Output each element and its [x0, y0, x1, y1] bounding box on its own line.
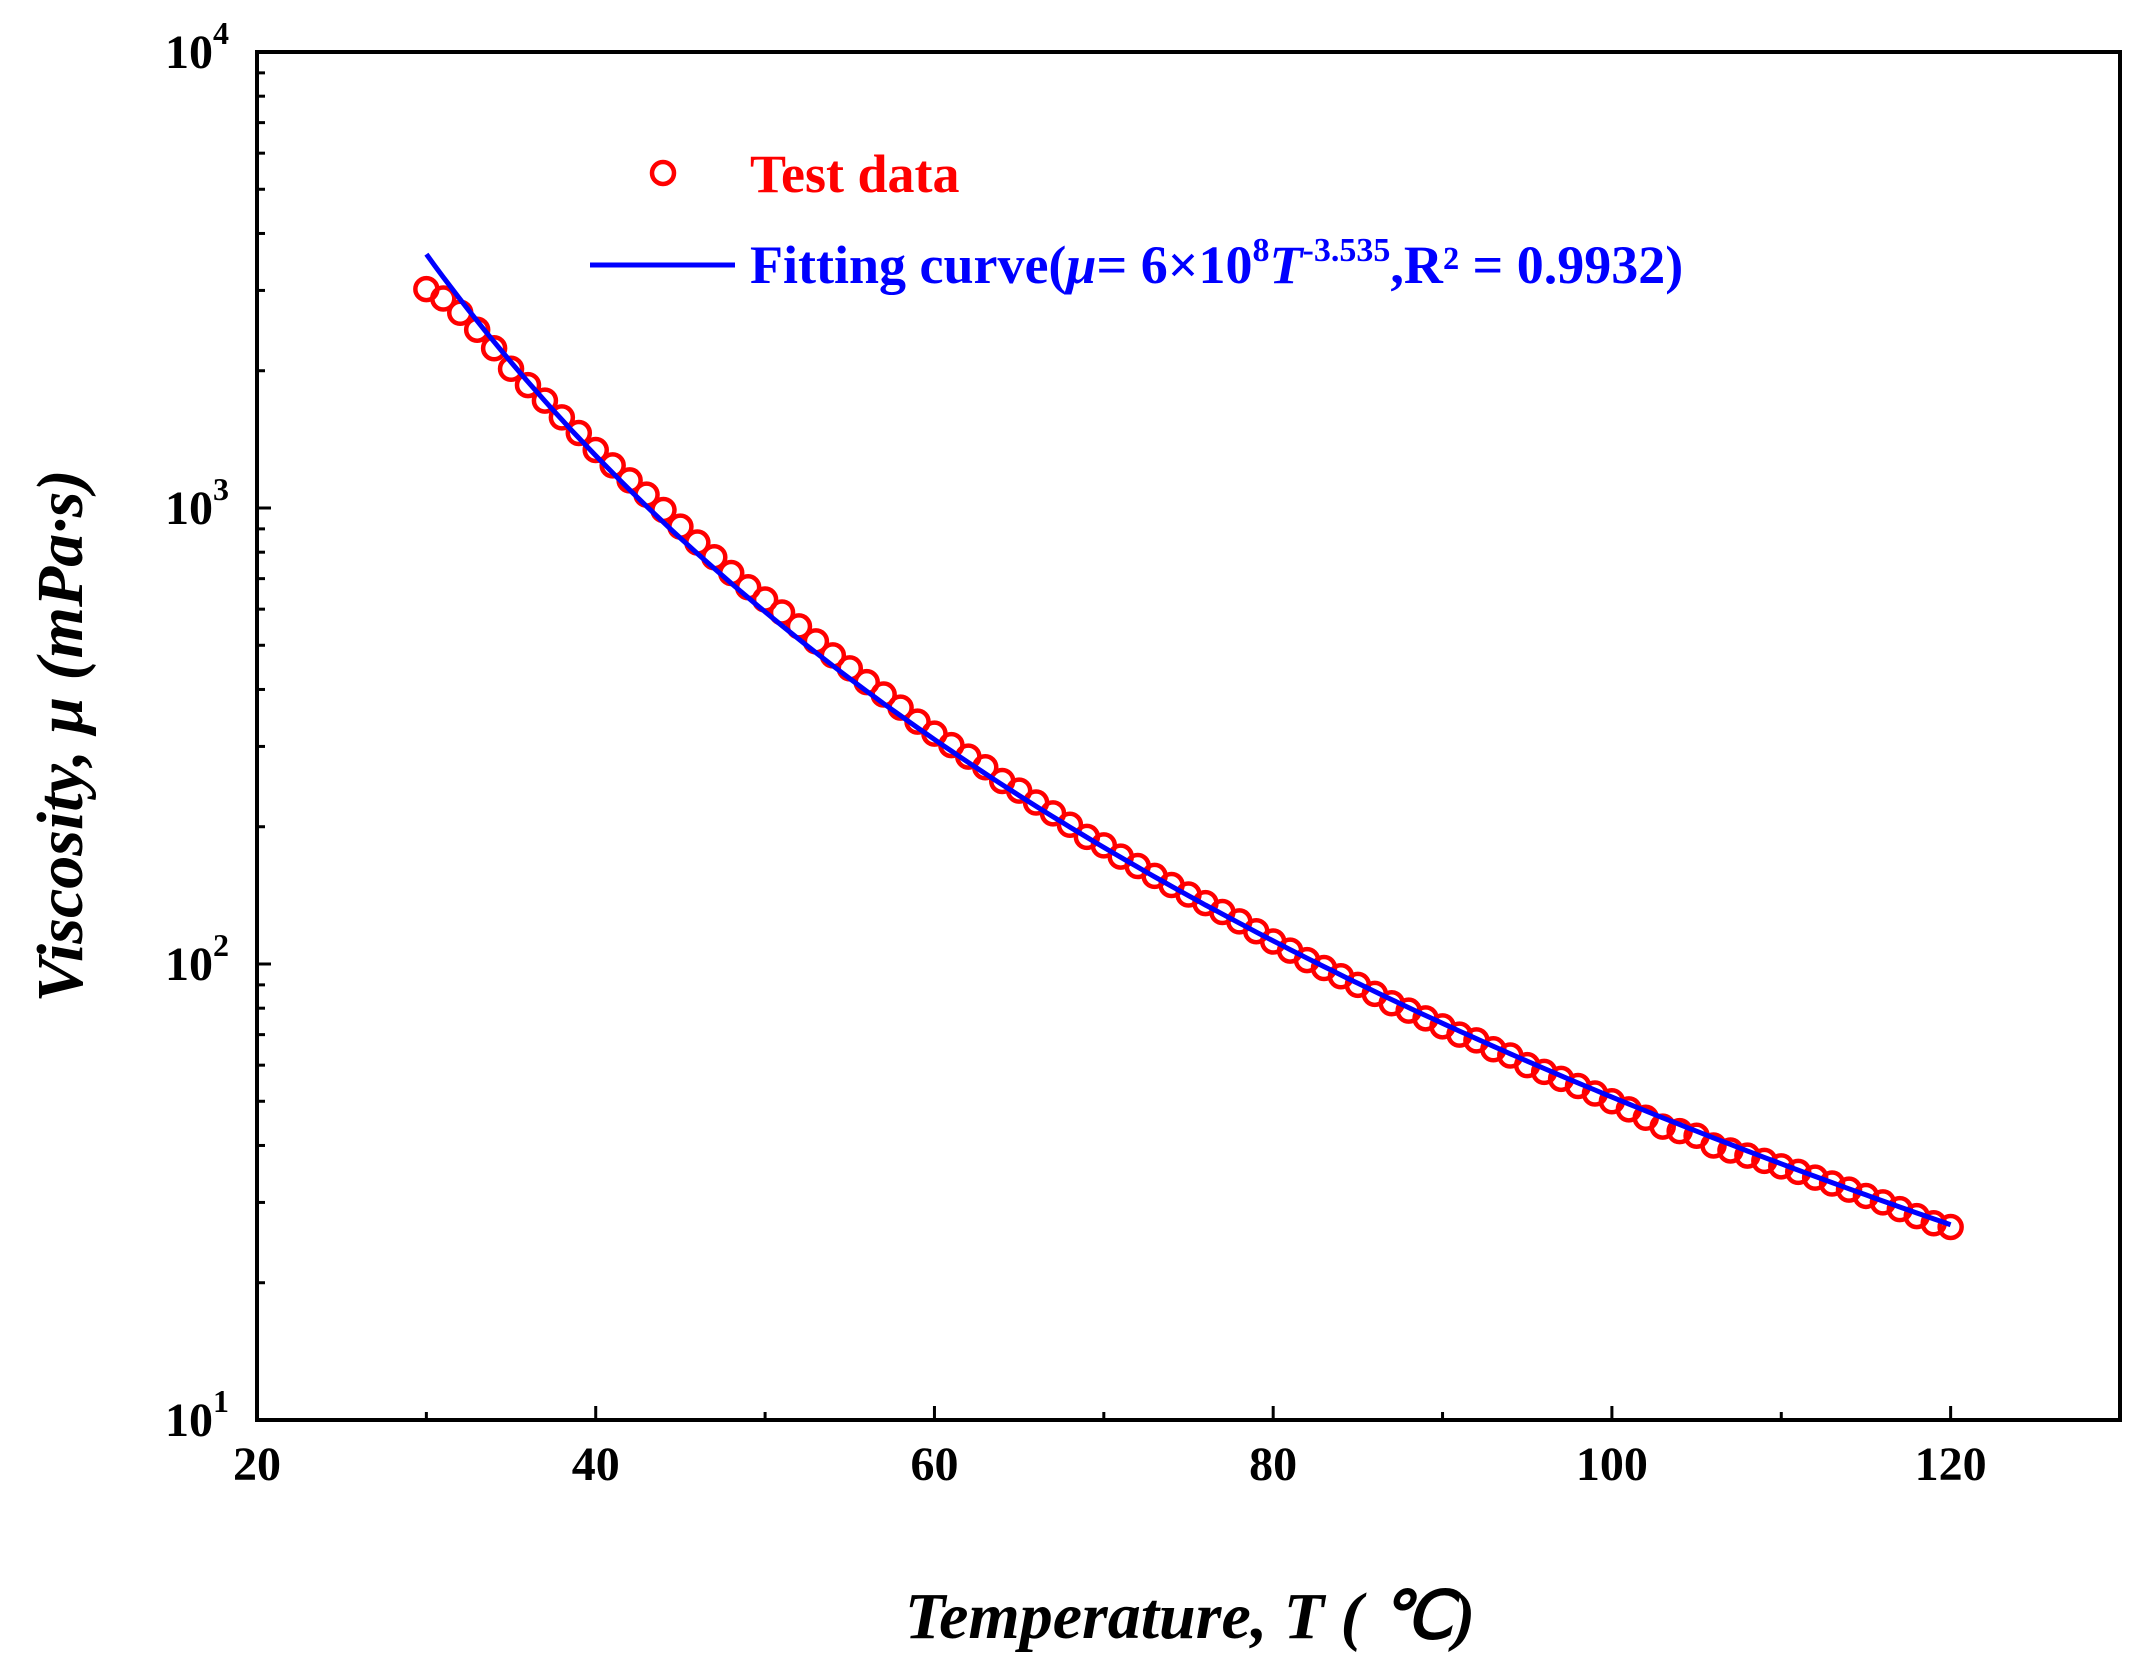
- test-data-point: [531, 387, 559, 414]
- test-data-point: [514, 371, 542, 399]
- x-tick-label: 100: [1576, 1438, 1648, 1491]
- legend-fit-eq: = 6×10: [1096, 235, 1252, 295]
- x-axis: 20 40 60 80 100 120: [233, 1406, 1987, 1491]
- x-tick-label: 60: [910, 1438, 958, 1491]
- legend-fit-exp: -3.535: [1303, 232, 1391, 269]
- y-tick-label: 104: [165, 15, 229, 79]
- y-axis: 101 102 103 104: [165, 15, 271, 1447]
- x-tick-label: 120: [1915, 1438, 1987, 1491]
- legend-test-marker: [649, 159, 677, 187]
- y-tick-label: 102: [165, 927, 229, 991]
- x-tick-label: 40: [572, 1438, 620, 1491]
- y-tick-label: 101: [165, 1383, 229, 1447]
- y-axis-title-unit: (mPa·s): [24, 470, 97, 697]
- legend-fit-r2: ,R² = 0.9932): [1390, 235, 1683, 295]
- test-data-point: [497, 355, 525, 383]
- test-data-point: [1056, 811, 1084, 839]
- legend-test-label: Test data: [750, 144, 960, 204]
- test-data-point: [1818, 1170, 1846, 1197]
- x-axis-title: Temperature, T ( ℃): [905, 1580, 1475, 1653]
- test-data-point: [1801, 1164, 1829, 1191]
- plot-frame: [255, 50, 2122, 1422]
- test-data-point: [1937, 1213, 1964, 1241]
- test-data-point: [1700, 1132, 1727, 1159]
- x-axis-title-main: Temperature,: [905, 1580, 1284, 1653]
- test-data-point: [480, 335, 508, 362]
- y-tick-label: 103: [165, 471, 229, 535]
- legend-fit-mu: μ: [1063, 235, 1096, 295]
- legend-fit-exp8: 8: [1253, 232, 1270, 269]
- test-data-point: [548, 404, 576, 431]
- test-data-point: [1835, 1176, 1863, 1203]
- legend: Test data Fitting curve(μ= 6×108T-3.535,…: [590, 144, 1683, 295]
- x-tick-label: 20: [233, 1438, 281, 1491]
- fitting-curve-line: [424, 252, 1952, 1228]
- legend-fit-label: Fitting curve(μ= 6×108T-3.535,R² = 0.993…: [750, 232, 1683, 295]
- test-data-point: [565, 419, 593, 447]
- legend-fit-T: T: [1270, 235, 1305, 295]
- y-axis-title-main: Viscosity,: [24, 734, 97, 1003]
- x-axis-title-unit: ( ℃): [1324, 1580, 1475, 1653]
- legend-fit-prefix: Fitting curve(: [750, 235, 1066, 295]
- x-axis-title-var: T: [1284, 1580, 1327, 1653]
- y-axis-title-var: μ: [24, 697, 97, 737]
- test-data-point: [430, 285, 457, 312]
- test-data-point: [582, 436, 609, 464]
- plot-area-border: [255, 50, 2122, 1422]
- x-tick-label: 80: [1249, 1438, 1297, 1491]
- test-data-series: [413, 275, 1964, 1241]
- y-axis-title: Viscosity, μ (mPa·s): [24, 470, 97, 1003]
